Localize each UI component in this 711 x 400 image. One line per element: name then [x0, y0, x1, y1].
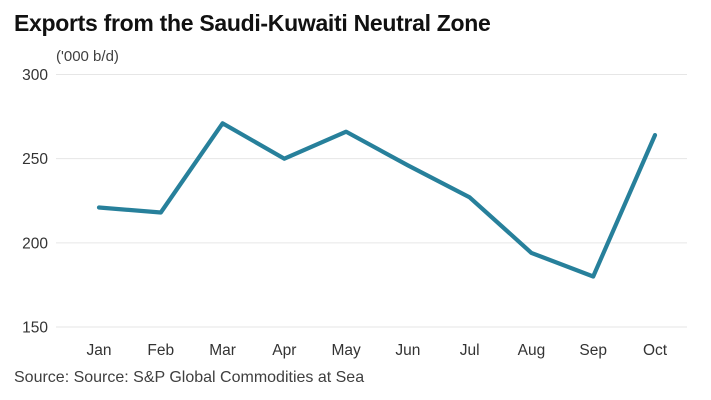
y-tick-label: 250: [22, 151, 48, 168]
x-tick-label: Apr: [272, 342, 296, 359]
x-tick-label: Aug: [518, 342, 546, 359]
x-tick-label: Mar: [209, 342, 236, 359]
source-caption: Source: Source: S&P Global Commodities a…: [14, 369, 365, 386]
x-tick-label: Oct: [643, 342, 668, 359]
x-tick-label: May: [331, 342, 361, 359]
y-axis-unit-label: ('000 b/d): [56, 48, 119, 65]
x-tick-label: Jul: [460, 342, 480, 359]
exports-data-line: [96, 121, 658, 279]
x-tick-label: Jan: [87, 342, 112, 359]
x-tick-label: Sep: [579, 342, 607, 359]
x-tick-label: Feb: [147, 342, 174, 359]
y-tick-label: 300: [22, 67, 48, 84]
chart-title: Exports from the Saudi-Kuwaiti Neutral Z…: [14, 10, 491, 36]
y-tick-label: 200: [22, 235, 48, 252]
y-tick-label: 150: [22, 320, 48, 337]
x-tick-label: Jun: [395, 342, 420, 359]
